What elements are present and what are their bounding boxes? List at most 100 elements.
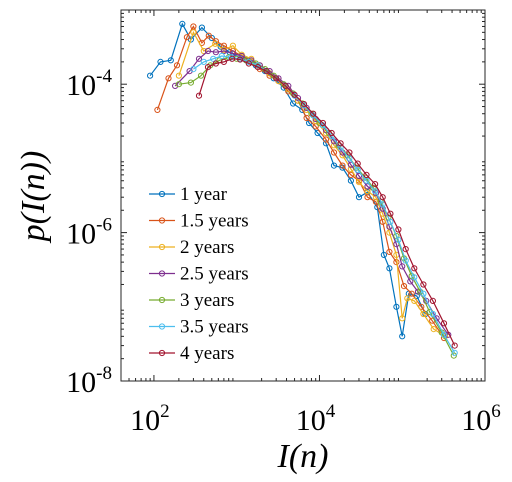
data-point: [413, 292, 420, 300]
legend-label: 2 years: [180, 237, 234, 258]
legend-marker: [158, 323, 166, 330]
data-point: [190, 29, 197, 36]
data-point: [190, 23, 197, 30]
data-point: [337, 144, 344, 151]
data-point: [400, 283, 408, 290]
legend-label: 2.5 years: [180, 264, 249, 285]
data-point: [200, 47, 207, 55]
legend-marker: [158, 296, 166, 304]
data-point: [147, 72, 154, 79]
data-point: [387, 218, 394, 225]
legend-label: 1.5 years: [180, 211, 249, 232]
data-point: [379, 201, 386, 208]
data-point: [355, 172, 363, 180]
data-point: [339, 162, 346, 169]
legend-item: 2 years: [149, 237, 234, 258]
legend-item: 3 years: [149, 290, 234, 311]
x-axis-ticks: 102 104 106: [120, 10, 501, 437]
data-point: [197, 72, 205, 79]
data-point: [379, 194, 386, 201]
data-point: [364, 194, 371, 201]
data-point: [291, 91, 298, 98]
plot-area: [120, 9, 486, 382]
data-point: [245, 60, 252, 67]
data-point: [420, 310, 427, 318]
data-point: [399, 263, 406, 270]
data-point: [157, 58, 164, 66]
legend-item: 2.5 years: [149, 264, 249, 285]
data-point: [195, 55, 203, 62]
data-point: [372, 181, 379, 188]
data-point: [254, 62, 261, 69]
y-tick-label: 10-8: [66, 363, 112, 399]
data-point: [386, 248, 393, 255]
data-point: [402, 246, 409, 253]
data-point: [179, 20, 186, 27]
data-point: [386, 265, 393, 272]
data-point: [280, 81, 287, 88]
legend: 1 year 1.5 years 2 years 2.5 years 3 years 3.…: [149, 184, 249, 364]
data-point: [205, 32, 212, 39]
legend-marker: [158, 243, 166, 251]
y-tick-label-exponent: -8: [96, 363, 112, 384]
y-tick-label-exponent: -4: [96, 66, 112, 87]
x-axis-label: I(n): [277, 438, 329, 475]
x-tick-label-base: 10: [296, 404, 326, 437]
data-point: [451, 349, 458, 356]
data-point: [212, 60, 219, 67]
data-point: [254, 64, 261, 71]
data-point: [395, 226, 402, 233]
data-point: [363, 171, 370, 178]
data-point: [387, 210, 394, 217]
data-point: [420, 290, 427, 297]
data-point: [408, 290, 415, 297]
data-point: [330, 162, 338, 169]
data-point: [411, 265, 418, 272]
data-point: [204, 47, 212, 55]
data-point: [354, 160, 361, 167]
y-axis-ticks: 10-810-610-4: [66, 12, 485, 399]
data-point: [220, 58, 227, 66]
data-point: [440, 331, 448, 338]
data-point: [322, 136, 330, 143]
x-tick-label-base: 10: [461, 404, 491, 437]
data-point: [355, 179, 363, 186]
series-line: [156, 25, 445, 339]
y-axis-label: p(I(n)): [15, 151, 52, 244]
data-point: [167, 57, 174, 64]
data-point: [440, 320, 448, 327]
series-line: [198, 58, 456, 346]
series-layer: [147, 20, 458, 359]
data-point: [173, 62, 181, 69]
data-point: [227, 54, 234, 61]
data-point: [195, 92, 203, 99]
data-point: [198, 24, 205, 31]
data-point: [218, 52, 225, 60]
legend-marker: [158, 217, 166, 224]
data-point: [370, 184, 377, 191]
data-point: [380, 251, 387, 258]
data-point: [429, 297, 436, 304]
data-point: [354, 166, 361, 173]
data-point: [330, 149, 338, 156]
data-point: [399, 315, 406, 322]
legend-marker: [158, 270, 166, 277]
data-point: [402, 257, 409, 264]
data-point: [372, 188, 379, 195]
x-tick-label-exponent: 4: [326, 401, 336, 422]
data-point: [172, 82, 179, 90]
data-point: [411, 297, 418, 304]
legend-marker: [158, 190, 166, 198]
data-point: [364, 183, 371, 190]
data-point: [450, 352, 457, 359]
x-tick-label-exponent: 6: [491, 401, 501, 422]
data-point: [175, 72, 182, 79]
y-tick-label-base: 10: [66, 366, 96, 399]
legend-label: 3.5 years: [180, 317, 249, 338]
data-point: [303, 114, 310, 122]
data-point: [363, 177, 370, 184]
data-point: [404, 295, 411, 302]
data-point: [346, 155, 353, 162]
legend-item: 3.5 years: [149, 317, 249, 338]
